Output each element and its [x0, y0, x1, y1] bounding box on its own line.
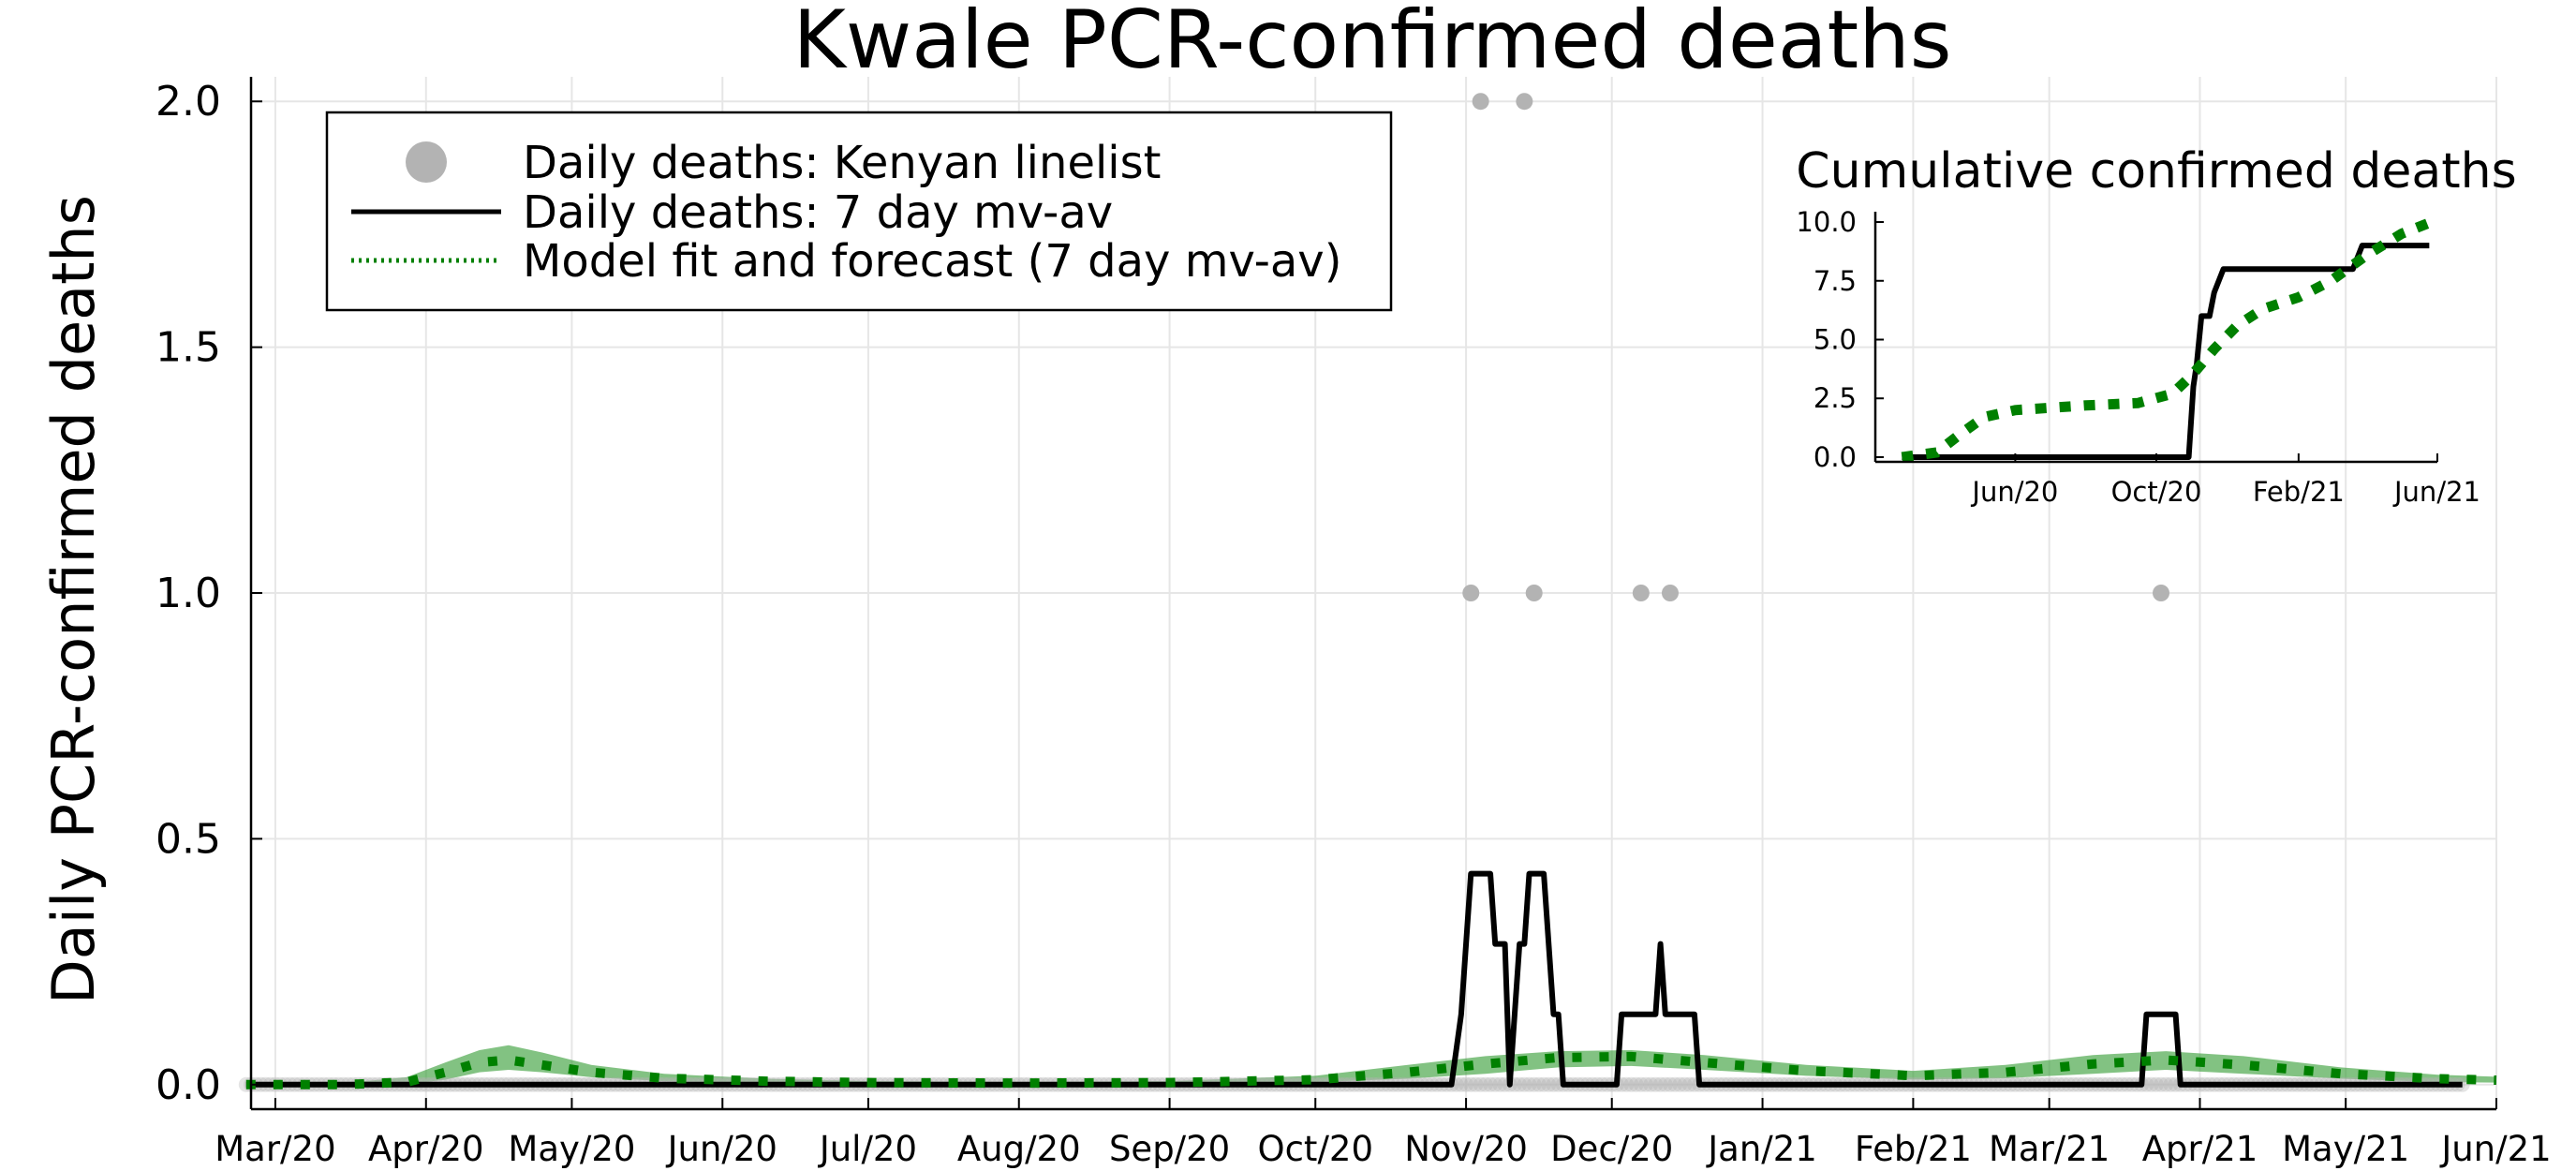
- linelist-point: [1472, 93, 1489, 111]
- linelist-baseline-point: [2158, 1076, 2174, 1092]
- main-series-lines: [245, 870, 2497, 1089]
- linelist-baseline-point: [1521, 1076, 1537, 1092]
- chart-title: Kwale PCR-confirmed deaths: [792, 0, 1951, 87]
- linelist-baseline-point: [1677, 1076, 1693, 1092]
- linelist-point: [1462, 585, 1480, 601]
- inset-series-lines: [1901, 215, 2440, 463]
- y-tick-label: 1.0: [155, 570, 221, 617]
- inset-y-tick-label: 5.0: [1814, 324, 1857, 356]
- mvav-line: [245, 870, 2463, 1088]
- x-tick-label: Apr/20: [368, 1129, 484, 1169]
- y-tick-label: 1.5: [155, 324, 221, 372]
- x-tick-label: May/21: [2282, 1129, 2409, 1169]
- linelist-baseline-point: [1541, 1076, 1557, 1092]
- x-tick-label: Oct/20: [1257, 1129, 1373, 1169]
- model-line: [245, 1051, 2497, 1089]
- x-tick-label: Jun/20: [666, 1129, 777, 1169]
- x-tick-label: May/20: [508, 1129, 635, 1169]
- linelist-baseline-point: [1672, 1076, 1688, 1092]
- linelist-baseline-point: [1512, 1076, 1528, 1092]
- linelist-baseline-point: [1546, 1076, 1562, 1092]
- linelist-baseline-point: [1473, 1076, 1488, 1092]
- linelist-baseline-point: [1488, 1076, 1503, 1092]
- legend-box: [325, 111, 1393, 312]
- linelist-baseline-point: [1657, 1076, 1673, 1092]
- y-tick-label: 2.0: [155, 78, 221, 126]
- inset-cumulative-line: [1902, 243, 2430, 460]
- linelist-baseline-point: [1477, 1076, 1493, 1092]
- linelist-baseline-point: [1633, 1076, 1649, 1092]
- linelist-point: [1632, 585, 1650, 601]
- linelist-baseline-point: [1619, 1076, 1635, 1092]
- linelist-baseline-point: [1628, 1076, 1644, 1092]
- inset-title: Cumulative confirmed deaths: [1796, 143, 2516, 200]
- y-tick-label: 0.0: [155, 1061, 221, 1109]
- linelist-baseline-point: [1638, 1076, 1654, 1092]
- x-tick-label: Feb/21: [1855, 1129, 1972, 1169]
- inset-y-tick-label: 7.5: [1814, 265, 1857, 297]
- linelist-baseline-point: [1458, 1076, 1474, 1092]
- legend-label-model: Model fit and forecast (7 day mv-av): [523, 235, 1341, 288]
- legend-label-linelist: Daily deaths: Kenyan linelist: [523, 137, 1161, 189]
- linelist-baseline-point: [1623, 1076, 1639, 1092]
- x-tick-label: Jul/20: [818, 1129, 917, 1169]
- inset-y-tick-label: 0.0: [1814, 441, 1857, 473]
- linelist-point: [2153, 585, 2170, 601]
- linelist-baseline-point: [1492, 1076, 1508, 1092]
- linelist-baseline-point: [1648, 1076, 1664, 1092]
- inset-y-tick-label: 2.5: [1814, 382, 1857, 414]
- linelist-baseline-point: [2143, 1076, 2159, 1092]
- legend-label-mvav: Daily deaths: 7 day mv-av: [523, 186, 1113, 239]
- linelist-baseline-point: [1643, 1076, 1659, 1092]
- linelist-baseline-point: [1453, 1076, 1469, 1092]
- legend: Daily deaths: Kenyan linelist Daily deat…: [325, 111, 1393, 312]
- inset-x-tick-label: Jun/21: [2392, 476, 2480, 508]
- linelist-baseline-point: [1667, 1076, 1683, 1092]
- inset-x-tick-label: Oct/20: [2111, 476, 2202, 508]
- linelist-baseline-point: [1531, 1076, 1547, 1092]
- linelist-baseline-point: [1526, 1076, 1542, 1092]
- inset-y-tick-label: 10.0: [1796, 206, 1857, 238]
- x-tick-label: Mar/21: [1989, 1129, 2110, 1169]
- linelist-baseline-point: [1652, 1076, 1668, 1092]
- x-tick-label: Sep/20: [1109, 1129, 1230, 1169]
- y-axis-label: Daily PCR-confirmed deaths: [39, 195, 108, 1004]
- linelist-baseline-point: [2154, 1076, 2169, 1092]
- inset-x-tick-label: Jun/20: [1970, 476, 2058, 508]
- linelist-points: [1462, 93, 2170, 601]
- x-tick-label: Aug/20: [957, 1129, 1081, 1169]
- linelist-point: [1525, 585, 1543, 601]
- inset-axes: 0.0 2.5 5.0 7.5 10.0 Jun/20 Oct/20 Feb/21 Jun/21: [1796, 206, 2480, 508]
- linelist-baseline-point: [1463, 1076, 1479, 1092]
- linelist-baseline-point: [1517, 1076, 1532, 1092]
- linelist-baseline-point: [2148, 1076, 2164, 1092]
- linelist-baseline-point: [1468, 1076, 1484, 1092]
- x-tick-label: Jun/21: [2439, 1129, 2551, 1169]
- legend-marker-linelist: [406, 141, 447, 183]
- linelist-baseline-point: [1536, 1076, 1552, 1092]
- inset-x-tick-label: Feb/21: [2253, 476, 2345, 508]
- x-tick-label: Mar/20: [215, 1129, 335, 1169]
- linelist-baseline-point: [1681, 1076, 1697, 1092]
- x-tick-label: Jan/21: [1706, 1129, 1817, 1169]
- x-tick-label: Dec/20: [1550, 1129, 1673, 1169]
- linelist-point: [1661, 585, 1679, 601]
- linelist-baseline-point: [2163, 1076, 2179, 1092]
- linelist-point: [1516, 93, 1533, 111]
- y-tick-label: 0.5: [155, 815, 221, 863]
- x-tick-label: Apr/21: [2142, 1129, 2258, 1169]
- linelist-baseline-point: [1483, 1076, 1499, 1092]
- main-axes: Mar/20 Apr/20 May/20 Jun/20 Jul/20 Aug/20 Sep/…: [155, 77, 2552, 1169]
- x-tick-label: Nov/20: [1404, 1129, 1528, 1169]
- linelist-baseline-point: [1662, 1076, 1678, 1092]
- inset-model-line: [1901, 215, 2440, 463]
